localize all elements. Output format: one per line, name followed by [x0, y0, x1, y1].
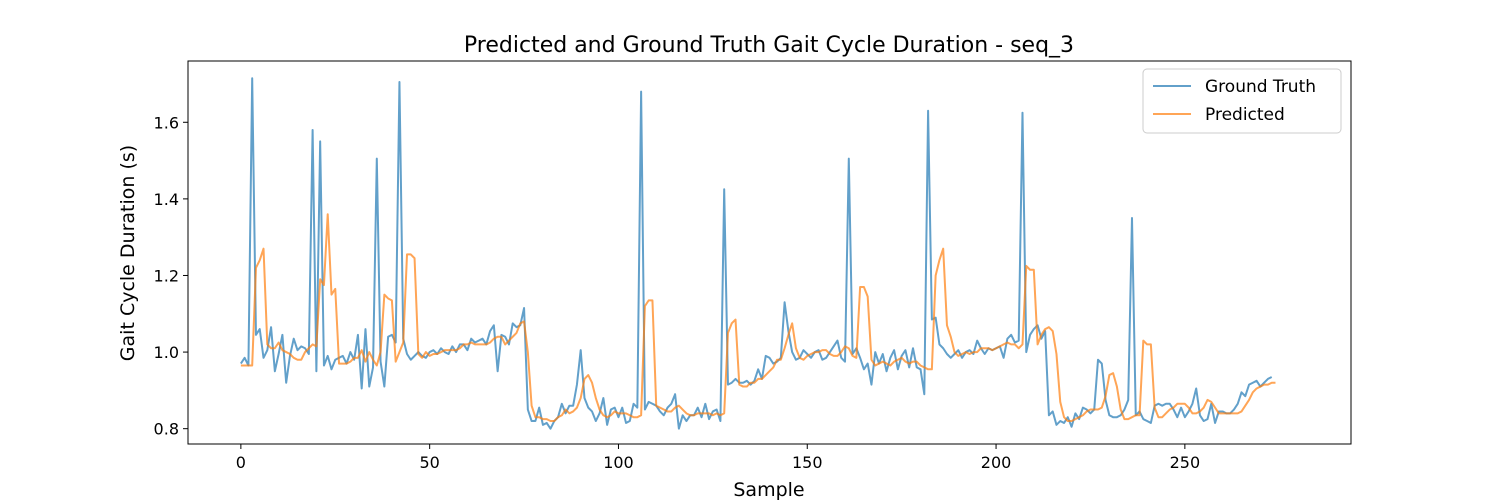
y-axis-label: Gait Cycle Duration (s) [117, 145, 139, 361]
legend-label-ground-truth: Ground Truth [1205, 77, 1316, 97]
series-lines [240, 77, 1276, 430]
x-tick-label: 200 [981, 453, 1012, 472]
axis-ticks: 0 50 100 150 200 250 0.8 1.0 1.2 1.4 1.6 [154, 113, 1201, 472]
legend-box [1142, 68, 1342, 134]
x-tick-label: 50 [419, 453, 439, 472]
x-tick-label: 250 [1170, 453, 1201, 472]
y-tick-label: 1.4 [154, 190, 179, 209]
y-tick-label: 1.6 [154, 113, 179, 132]
x-tick-label: 0 [236, 453, 246, 472]
y-tick-label: 1.0 [154, 343, 179, 362]
y-tick-label: 0.8 [154, 420, 179, 439]
plot-frame [187, 60, 1352, 445]
legend-label-predicted: Predicted [1205, 105, 1285, 125]
x-tick-label: 100 [603, 453, 634, 472]
y-tick-label: 1.2 [154, 266, 179, 285]
x-tick-label: 150 [792, 453, 823, 472]
series-line-predicted [240, 213, 1276, 423]
chart-title: Predicted and Ground Truth Gait Cycle Du… [464, 33, 1074, 58]
x-axis-label: Sample [733, 479, 804, 500]
series-line-ground-truth [240, 77, 1273, 430]
legend: Ground Truth Predicted [1142, 68, 1342, 134]
